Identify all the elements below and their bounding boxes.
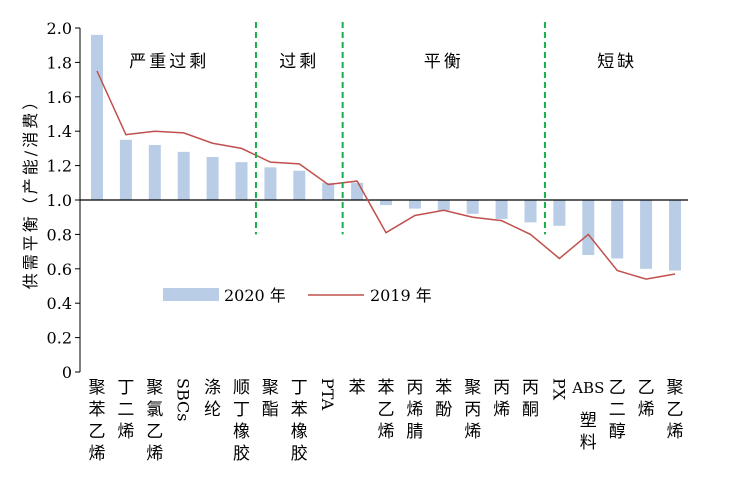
- bar-2020: [582, 200, 595, 256]
- bar-2020: [495, 200, 508, 219]
- category-label: 丁二烯: [117, 378, 134, 442]
- category-label: 丙烯: [493, 378, 510, 420]
- category-label: PTA: [318, 378, 337, 411]
- section-label: 平衡: [424, 52, 464, 72]
- y-tick-label: 0.2: [47, 329, 72, 348]
- category-label: 丙烯腈: [406, 378, 423, 442]
- category-label: 丁苯橡胶: [291, 378, 308, 464]
- category-label: 聚苯乙烯: [89, 378, 106, 464]
- y-axis-label: 供需平衡（产能/消费）: [21, 91, 40, 289]
- y-tick-label: 1.8: [47, 53, 72, 72]
- category-label: 涤纶: [204, 378, 221, 420]
- bar-2020: [669, 200, 681, 271]
- line-2019: [96, 70, 676, 280]
- bar-2020: [148, 144, 161, 200]
- bar-2020: [524, 200, 537, 223]
- bar-2020: [553, 200, 566, 226]
- category-label: 苯乙烯: [378, 378, 395, 442]
- y-tick-label: 1.0: [47, 191, 72, 210]
- y-tick-label: 1.2: [47, 157, 72, 176]
- y-tick-label: 0.8: [47, 225, 72, 244]
- y-tick-label: 1.4: [47, 122, 72, 141]
- section-label: 严重过剩: [129, 52, 209, 72]
- category-label: 丙酮: [522, 378, 539, 420]
- category-label: PX: [549, 378, 568, 401]
- bar-2020: [351, 182, 364, 200]
- legend-label-2020: 2020 年: [224, 286, 286, 305]
- bar-2020: [177, 151, 190, 200]
- legend-swatch-2020: [163, 288, 219, 301]
- y-tick-label: 2.0: [47, 19, 72, 38]
- bar-2020: [640, 200, 653, 269]
- bar-2020: [466, 200, 479, 214]
- section-label: 过剩: [279, 52, 319, 72]
- legend-label-2019: 2019 年: [370, 286, 432, 305]
- y-tick-label: 0.6: [47, 260, 72, 279]
- bar-2020: [119, 139, 132, 200]
- y-tick-label: 0: [62, 363, 72, 382]
- y-tick-label: 0.4: [47, 294, 72, 313]
- category-label: SBCs: [174, 378, 193, 421]
- bar-2020: [380, 200, 392, 206]
- bar-2020: [235, 162, 248, 200]
- category-label: ABS 塑料: [571, 379, 604, 453]
- bar-2020: [611, 200, 624, 259]
- category-label: 乙烯: [638, 378, 655, 420]
- category-label: 苯酚: [435, 378, 452, 420]
- category-label: 聚酯: [262, 378, 279, 420]
- y-tick-label: 1.6: [47, 88, 72, 107]
- section-label: 短缺: [597, 52, 637, 72]
- bar-2020: [437, 200, 450, 211]
- category-label: 顺丁橡胶: [233, 378, 250, 464]
- bar-2020: [322, 182, 335, 200]
- bar-2020: [408, 200, 421, 209]
- category-label: 聚氯乙烯: [146, 378, 163, 464]
- category-label: 乙二醇: [609, 378, 626, 442]
- category-label: 苯: [349, 378, 366, 398]
- bar-2020: [264, 167, 277, 200]
- bar-2020: [293, 170, 306, 200]
- category-label: 聚乙烯: [667, 378, 684, 442]
- category-label: 聚丙烯: [464, 378, 481, 442]
- bar-2020: [91, 34, 103, 200]
- bar-2020: [206, 157, 219, 200]
